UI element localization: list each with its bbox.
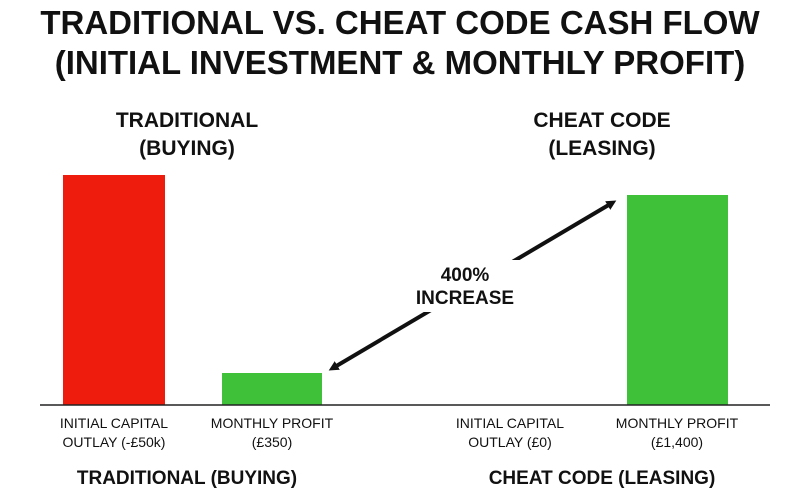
title-line: (INITIAL INVESTMENT & MONTHLY PROFIT)	[55, 44, 746, 81]
bar	[222, 373, 322, 405]
annotation: 400%	[441, 265, 490, 286]
bar-label: MONTHLY PROFIT	[616, 415, 739, 431]
annotation-bg	[405, 260, 525, 312]
bar-label: INITIAL CAPITAL	[456, 415, 564, 431]
annotation: INCREASE	[416, 288, 514, 309]
group-heading: (LEASING)	[548, 137, 655, 160]
group-heading: CHEAT CODE	[533, 109, 670, 132]
group-heading: TRADITIONAL	[116, 109, 258, 132]
bar-label: INITIAL CAPITAL	[60, 415, 168, 431]
group-footer: CHEAT CODE (LEASING)	[489, 468, 716, 489]
group-heading: (BUYING)	[139, 137, 235, 160]
group-footer: TRADITIONAL (BUYING)	[77, 468, 297, 489]
bar-label: MONTHLY PROFIT	[211, 415, 334, 431]
bar-label: OUTLAY (£0)	[468, 434, 552, 450]
bar	[63, 175, 165, 405]
bar-label: (£1,400)	[651, 434, 703, 450]
title-line: TRADITIONAL VS. CHEAT CODE CASH FLOW	[40, 4, 760, 41]
bar-label: (£350)	[252, 434, 292, 450]
bar	[627, 195, 728, 405]
bar-label: OUTLAY (-£50k)	[63, 434, 166, 450]
